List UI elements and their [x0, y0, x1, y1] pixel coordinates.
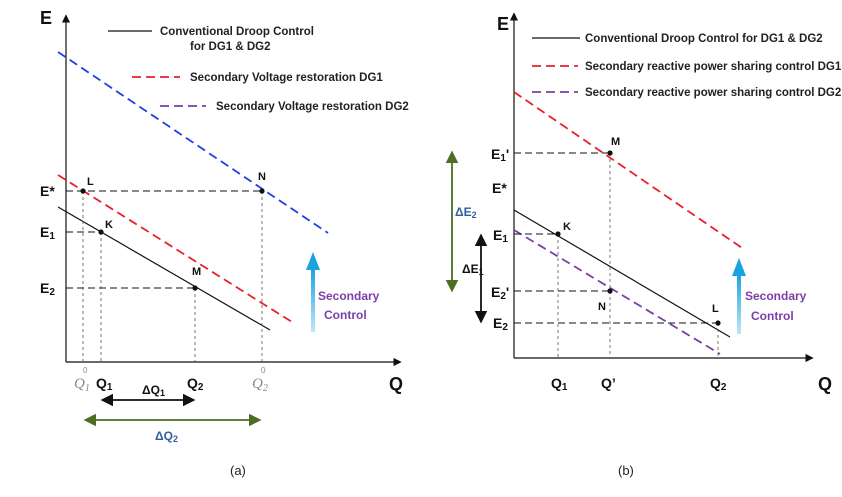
- panel-b-label-e1: E1: [493, 227, 508, 245]
- panel-b-axis-y-label: E: [497, 14, 509, 34]
- panel-a-secondary-line2: Control: [324, 308, 367, 322]
- panel-b-conventional-droop-line: [513, 209, 731, 338]
- panel-b-label-e2: E2: [493, 315, 508, 333]
- panel-b-axis-x-label: Q: [818, 374, 832, 394]
- panel-a-secondary-arrow-head: [306, 252, 320, 270]
- panel-a-label-q2-0: Q2: [252, 376, 268, 394]
- panel-b-point-k: [555, 231, 561, 237]
- panel-a-label-q1-0-sup: 0: [83, 366, 88, 375]
- panel-a-legend-dg1: Secondary Voltage restoration DG1: [190, 72, 383, 84]
- panel-a-label-q2-0-sup: 0: [261, 366, 266, 375]
- panel-a-axis-y-label: E: [40, 8, 52, 28]
- panel-b-caption: (b): [618, 463, 634, 478]
- panel-b-point-n: [607, 288, 613, 294]
- panel-a-label-e2: E2: [40, 280, 55, 298]
- panel-b-legend-dg1: Secondary reactive power sharing control…: [585, 61, 842, 73]
- panel-a-point-l-label: L: [87, 176, 94, 188]
- panel-b-point-n-label: N: [598, 301, 606, 313]
- panel-b: E Q Conventional Droop Control for DG1 &…: [445, 12, 842, 478]
- panel-b-secondary-arrow-shaft: [737, 274, 741, 334]
- panel-b-point-m-label: M: [611, 136, 620, 148]
- panel-a-red-dg1-line: [57, 174, 293, 323]
- panel-a-legend-conventional-line2: for DG1 & DG2: [190, 41, 271, 53]
- panel-a-point-n-label: N: [258, 171, 266, 183]
- panel-b-delta-e2-label: ΔE2: [455, 205, 477, 220]
- panel-b-point-l: [715, 320, 721, 326]
- panel-b-label-e2p: E2': [491, 284, 509, 302]
- panel-b-secondary-line1: Secondary: [745, 289, 807, 303]
- panel-a-label-e1: E1: [40, 224, 55, 242]
- panel-b-red-dg1-line: [513, 91, 746, 251]
- panel-a-label-estar: E*: [40, 183, 55, 199]
- panel-b-delta-e1-label: ΔE1: [462, 262, 484, 277]
- panel-b-point-l-label: L: [712, 303, 719, 315]
- panel-b-label-q2: Q2: [710, 375, 727, 393]
- panel-a-conventional-droop-line: [57, 206, 271, 331]
- panel-a-point-m: [192, 285, 198, 291]
- panel-a-point-n: [259, 188, 265, 194]
- panel-a-point-l: [80, 188, 86, 194]
- panel-b-secondary-line2: Control: [751, 309, 794, 323]
- panel-a-secondary-arrow-shaft: [311, 268, 315, 332]
- panel-a-label-q1: Q1: [96, 375, 113, 393]
- panel-a-label-q1-0: Q1: [74, 376, 90, 394]
- panel-b-label-estar: E*: [492, 180, 507, 196]
- panel-a-secondary-line1: Secondary: [318, 289, 380, 303]
- panel-b-purple-dg2-line: [513, 229, 721, 355]
- panel-a: E Q Conventional Droop Control for DG1 &…: [40, 8, 409, 478]
- panel-a-axis-x-label: Q: [389, 374, 403, 394]
- panel-b-label-qp: Q’: [601, 375, 616, 391]
- panel-a-point-k-label: K: [105, 219, 113, 231]
- panel-a-blue-restored-line: [57, 51, 329, 234]
- panel-b-label-q1: Q1: [551, 375, 568, 393]
- panel-a-legend-conventional-line1: Conventional Droop Control: [160, 26, 314, 38]
- panel-b-label-e1p: E1': [491, 146, 509, 164]
- panel-a-caption: (a): [230, 463, 246, 478]
- panel-a-legend-dg2: Secondary Voltage restoration DG2: [216, 101, 409, 113]
- panel-b-secondary-arrow-head: [732, 258, 746, 276]
- panel-a-delta-q1-label: ΔQ1: [142, 383, 165, 398]
- panel-a-point-m-label: M: [192, 266, 201, 278]
- panel-b-point-m: [607, 150, 613, 156]
- panel-a-label-q2: Q2: [187, 375, 204, 393]
- panel-a-point-k: [98, 229, 104, 235]
- panel-b-point-k-label: K: [563, 221, 571, 233]
- panel-b-legend-dg2: Secondary reactive power sharing control…: [585, 87, 841, 99]
- panel-b-legend-conventional: Conventional Droop Control for DG1 & DG2: [585, 33, 823, 45]
- panel-a-delta-q2-label: ΔQ2: [155, 429, 178, 444]
